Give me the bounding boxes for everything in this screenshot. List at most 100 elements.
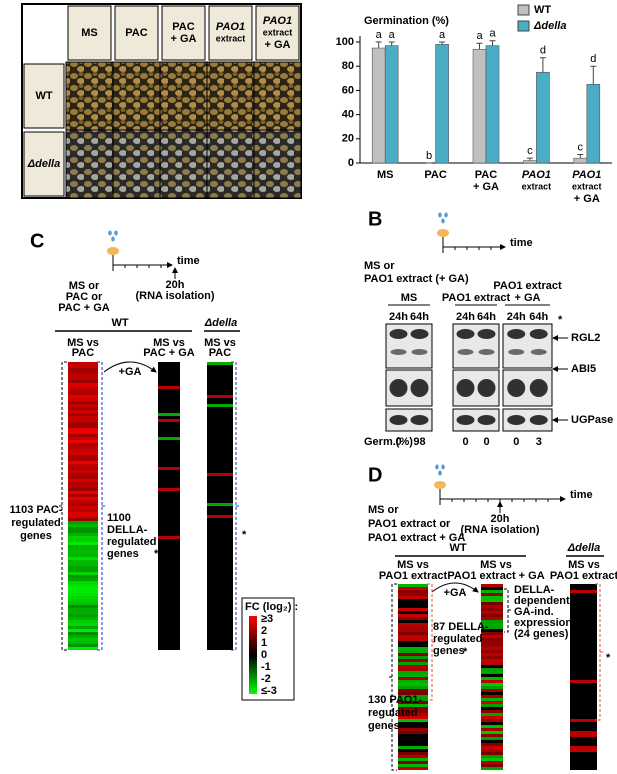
heatmap-row bbox=[398, 629, 428, 632]
note: 1103 PAC- bbox=[10, 504, 63, 516]
x-tick-label: PAO1 bbox=[572, 169, 601, 181]
note: expression bbox=[514, 617, 572, 629]
note: 87 DELLA- bbox=[433, 621, 489, 633]
heatmap-row bbox=[398, 767, 428, 770]
heatmap-row bbox=[68, 515, 98, 518]
heatmap-row bbox=[207, 503, 233, 506]
bar bbox=[536, 71, 550, 164]
column-label: MS vs bbox=[568, 559, 600, 571]
heatmap-row bbox=[68, 410, 98, 413]
heatmap-row bbox=[68, 455, 98, 458]
germination-value: 0 bbox=[395, 436, 401, 448]
heatmap-row bbox=[68, 557, 98, 560]
heatmap-row bbox=[398, 653, 428, 656]
band bbox=[508, 349, 525, 355]
heatmap-row bbox=[481, 716, 503, 719]
heatmap-row bbox=[68, 611, 98, 614]
heatmap-row bbox=[398, 764, 428, 767]
column-header: PAC bbox=[172, 21, 194, 33]
heatmap-row bbox=[481, 764, 503, 767]
error-bar bbox=[388, 41, 395, 46]
column-label: MS vs bbox=[153, 337, 185, 349]
note: 130 PAO1- bbox=[368, 694, 423, 706]
bracket bbox=[388, 583, 397, 771]
error-bar bbox=[590, 65, 597, 85]
heatmap-row bbox=[398, 587, 428, 590]
column-header: PAO1 bbox=[263, 15, 292, 27]
band-label: RGL2 bbox=[571, 332, 600, 344]
legend-label: -2 bbox=[261, 673, 271, 685]
heatmap-row bbox=[68, 602, 98, 605]
heatmap-row bbox=[207, 515, 233, 518]
star: * bbox=[463, 646, 468, 658]
heatmap-row bbox=[68, 608, 98, 611]
heatmap-row bbox=[158, 467, 180, 470]
heatmap-row bbox=[68, 506, 98, 509]
seed-photo bbox=[253, 61, 302, 131]
heatmap-row bbox=[398, 650, 428, 653]
heatmap-row bbox=[481, 632, 503, 635]
heatmap-row bbox=[68, 554, 98, 557]
row-header: Δdella bbox=[27, 158, 60, 170]
heatmap-row bbox=[68, 386, 98, 389]
significance-letter: c bbox=[578, 141, 584, 153]
star: * bbox=[606, 652, 611, 664]
column-label: MS vs bbox=[397, 559, 429, 571]
heatmap-row bbox=[481, 638, 503, 641]
heatmap-row bbox=[68, 530, 98, 533]
column-header: + GA bbox=[171, 33, 197, 45]
row-header: WT bbox=[35, 90, 52, 102]
germination-value: 3 bbox=[536, 436, 542, 448]
heatmap-row bbox=[68, 488, 98, 491]
row-header-cell bbox=[23, 131, 65, 197]
bracket bbox=[504, 588, 512, 633]
x-tick-label: PAC bbox=[475, 169, 497, 181]
heatmap-row bbox=[481, 767, 503, 770]
note: genes bbox=[107, 548, 139, 560]
band bbox=[390, 349, 407, 355]
isolation-label: (RNA isolation) bbox=[135, 290, 214, 302]
treatment-label: MS or bbox=[368, 504, 399, 516]
heatmap-row bbox=[68, 593, 98, 596]
band bbox=[529, 415, 548, 425]
heatmap-row bbox=[68, 443, 98, 446]
heatmap-row bbox=[481, 620, 503, 623]
heatmap-row bbox=[68, 614, 98, 617]
significance-letter: c bbox=[527, 145, 533, 157]
legend-label: WT bbox=[534, 4, 551, 16]
y-tick-label: 80 bbox=[342, 60, 354, 72]
legend-swatch bbox=[517, 4, 530, 16]
error-bar bbox=[526, 157, 533, 161]
heatmap-row bbox=[68, 539, 98, 542]
x-tick-label: extract bbox=[572, 181, 602, 191]
heatmap-row bbox=[68, 425, 98, 428]
heatmap-row bbox=[481, 626, 503, 629]
heatmap-row bbox=[398, 635, 428, 638]
seed-icon bbox=[434, 481, 446, 489]
heatmap-row bbox=[570, 731, 597, 734]
note: DELLA- bbox=[107, 524, 148, 536]
band bbox=[477, 329, 496, 339]
heatmap-row bbox=[481, 608, 503, 611]
heatmap-row bbox=[481, 611, 503, 614]
group-label: WT bbox=[449, 542, 466, 554]
heatmap-row bbox=[68, 407, 98, 410]
water-drop bbox=[108, 230, 112, 236]
heatmap-row bbox=[481, 647, 503, 650]
heatmap-row bbox=[68, 638, 98, 641]
seed-icon bbox=[107, 247, 119, 255]
heatmap-row bbox=[398, 713, 428, 716]
heatmap-row bbox=[68, 629, 98, 632]
band-label: UGPase bbox=[571, 414, 613, 426]
heatmap-row bbox=[481, 686, 503, 689]
heatmap-row bbox=[398, 758, 428, 761]
heatmap-row bbox=[68, 560, 98, 563]
heatmap-row bbox=[68, 569, 98, 572]
color-scale bbox=[249, 616, 257, 694]
heatmap-row bbox=[68, 587, 98, 590]
heatmap-row bbox=[481, 698, 503, 701]
arrow-label: +GA bbox=[444, 587, 467, 599]
legend-label: ≤-3 bbox=[261, 685, 277, 697]
heatmap-row bbox=[481, 602, 503, 605]
heatmap-row bbox=[68, 575, 98, 578]
